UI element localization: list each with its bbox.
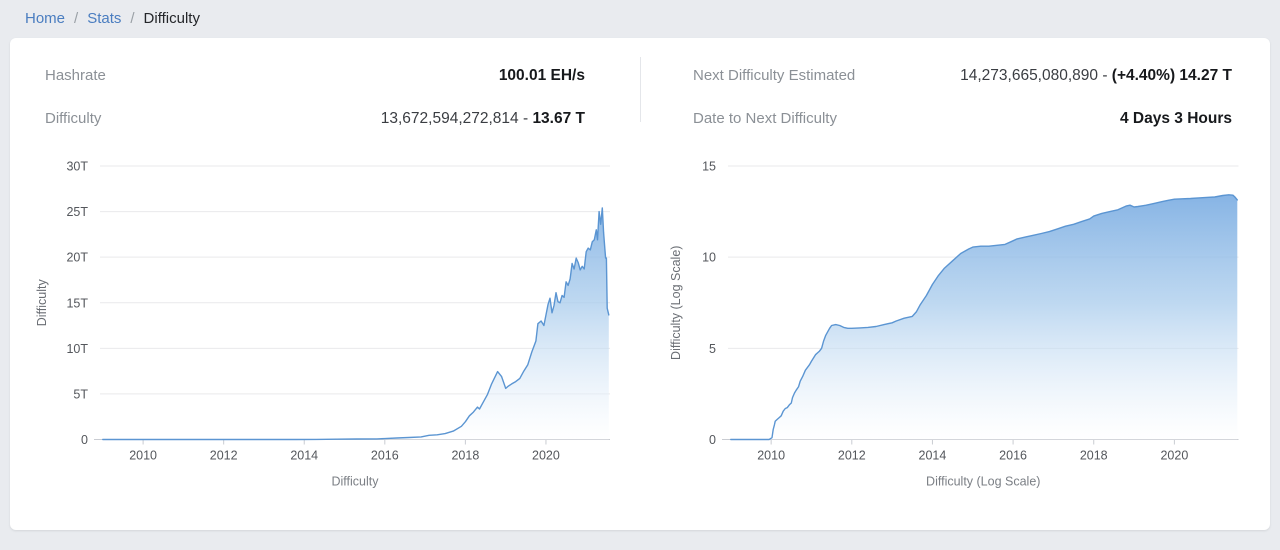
charts-section: 0 5T 10T 15T 20T 25T 30T 2010 2012 2014 2016 2018 20… — [10, 150, 1270, 500]
svg-text:0: 0 — [709, 433, 716, 447]
svg-text:2018: 2018 — [1080, 449, 1108, 463]
svg-text:5T: 5T — [73, 387, 88, 401]
breadcrumb-separator: / — [74, 9, 79, 27]
hashrate-label: Hashrate — [45, 67, 106, 84]
svg-text:5: 5 — [709, 342, 716, 356]
difficulty-value: 13,672,594,272,814 - 13.67 T — [380, 109, 585, 127]
difficulty-label: Difficulty — [45, 110, 102, 127]
svg-text:2016: 2016 — [999, 449, 1027, 463]
difficulty-stats-card: Hashrate 100.01 EH/s Difficulty 13,672,5… — [10, 38, 1270, 530]
svg-text:2014: 2014 — [919, 449, 947, 463]
breadcrumb-link-stats[interactable]: Stats — [87, 9, 122, 27]
hashrate-value: 100.01 EH/s — [498, 66, 585, 84]
stat-row-difficulty: Difficulty 13,672,594,272,814 - 13.67 T — [45, 97, 585, 140]
breadcrumb-separator: / — [130, 9, 135, 27]
svg-text:Difficulty (Log Scale): Difficulty (Log Scale) — [669, 246, 683, 360]
svg-text:2012: 2012 — [210, 449, 238, 463]
stats-section: Hashrate 100.01 EH/s Difficulty 13,672,5… — [10, 38, 1270, 140]
stats-column-right: Next Difficulty Estimated 14,273,665,080… — [640, 54, 1270, 140]
difficulty-log-chart-svg[interactable]: 0 5 10 15 2010 2012 2014 2016 2018 2020 Difficulty… — [660, 150, 1280, 500]
svg-text:2020: 2020 — [532, 449, 560, 463]
breadcrumb: Home / Stats / Difficulty — [0, 0, 1280, 36]
svg-text:30T: 30T — [66, 160, 88, 174]
svg-text:2014: 2014 — [290, 449, 318, 463]
svg-text:10T: 10T — [66, 342, 88, 356]
svg-text:0: 0 — [81, 433, 88, 447]
next-difficulty-label: Next Difficulty Estimated — [693, 67, 856, 84]
svg-text:Difficulty: Difficulty — [331, 475, 379, 489]
svg-text:2010: 2010 — [757, 449, 785, 463]
next-difficulty-value: 14,273,665,080,890 - (+4.40%) 14.27 T — [960, 66, 1232, 84]
svg-text:2010: 2010 — [129, 449, 157, 463]
svg-text:15: 15 — [702, 160, 716, 174]
stat-row-date-next-difficulty: Date to Next Difficulty 4 Days 3 Hours — [693, 97, 1232, 140]
svg-text:2020: 2020 — [1160, 449, 1188, 463]
stats-column-divider — [640, 57, 641, 122]
difficulty-linear-chart-svg[interactable]: 0 5T 10T 15T 20T 25T 30T 2010 2012 2014 2016 2018 20… — [30, 150, 650, 500]
breadcrumb-link-home[interactable]: Home — [25, 9, 66, 27]
svg-text:20T: 20T — [66, 251, 88, 265]
svg-text:10: 10 — [702, 251, 716, 265]
difficulty-log-chart[interactable]: 0 5 10 15 2010 2012 2014 2016 2018 2020 Difficulty… — [660, 150, 1280, 500]
breadcrumb-current-difficulty: Difficulty — [143, 9, 200, 27]
stat-row-hashrate: Hashrate 100.01 EH/s — [45, 54, 585, 97]
stat-row-next-difficulty: Next Difficulty Estimated 14,273,665,080… — [693, 54, 1232, 97]
stats-column-left: Hashrate 100.01 EH/s Difficulty 13,672,5… — [10, 54, 640, 140]
svg-text:Difficulty (Log Scale): Difficulty (Log Scale) — [926, 475, 1040, 489]
difficulty-linear-chart[interactable]: 0 5T 10T 15T 20T 25T 30T 2010 2012 2014 2016 2018 20… — [30, 150, 650, 500]
date-next-difficulty-label: Date to Next Difficulty — [693, 110, 837, 127]
svg-text:2018: 2018 — [451, 449, 479, 463]
date-next-difficulty-value: 4 Days 3 Hours — [1120, 109, 1232, 127]
svg-text:2012: 2012 — [838, 449, 866, 463]
svg-text:15T: 15T — [66, 296, 88, 310]
svg-text:25T: 25T — [66, 205, 88, 219]
svg-text:2016: 2016 — [371, 449, 399, 463]
svg-text:Difficulty: Difficulty — [35, 279, 49, 327]
